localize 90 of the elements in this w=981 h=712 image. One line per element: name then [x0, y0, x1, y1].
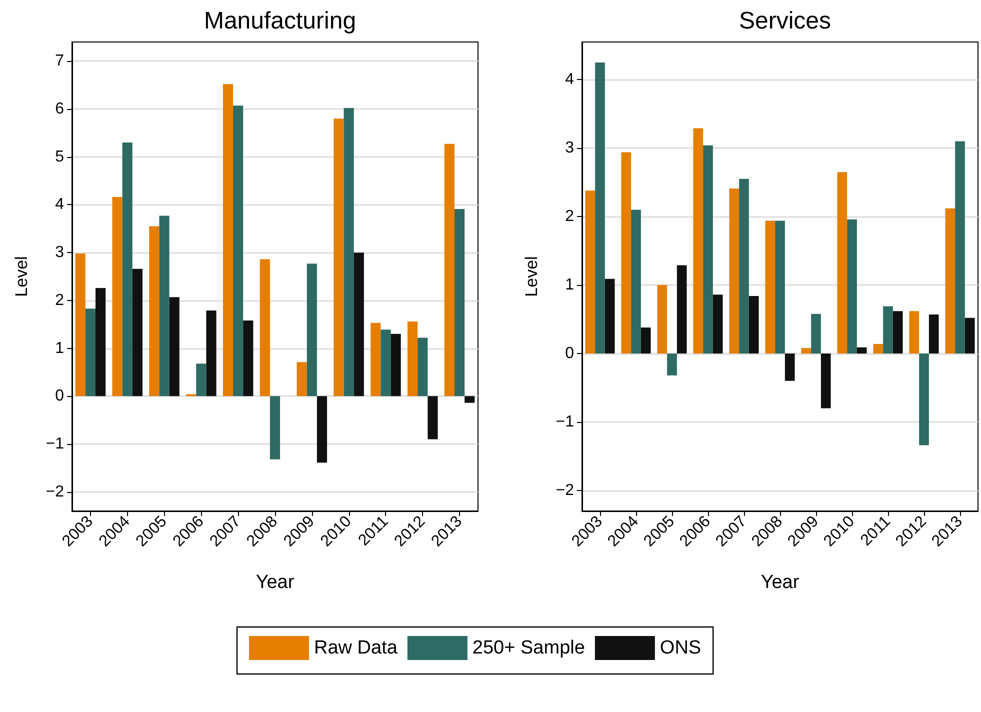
bar [408, 321, 418, 396]
bar [640, 328, 651, 354]
bar [464, 396, 475, 403]
x-axis-title: Year [256, 572, 295, 593]
bar [604, 278, 615, 354]
bar [75, 254, 86, 396]
bar [454, 209, 465, 396]
bar [667, 354, 677, 376]
bar [112, 197, 122, 396]
bar [96, 288, 106, 396]
bar [964, 318, 975, 354]
y-tick-label: 0 [55, 388, 64, 405]
y-axis-title: Level [522, 256, 541, 297]
y-tick-label: 0 [565, 345, 574, 362]
y-tick-label: −1 [46, 436, 64, 452]
bar [712, 294, 723, 354]
bar [159, 216, 170, 396]
y-tick-label: 3 [565, 140, 574, 157]
y-axis-title: Level [12, 256, 31, 297]
y-tick-label: 4 [565, 71, 574, 88]
bar [306, 264, 317, 396]
bar [621, 152, 632, 354]
chart-title: Manufacturing [204, 8, 356, 34]
bar [883, 306, 893, 354]
bar [703, 145, 713, 354]
x-axis-title: Year [760, 572, 800, 593]
bar [748, 296, 759, 354]
chart-title: Services [738, 8, 832, 34]
y-tick-label: 5 [55, 148, 64, 166]
bar [243, 320, 254, 396]
bar [296, 362, 307, 396]
bar [334, 118, 344, 396]
bar [909, 311, 920, 354]
y-tick-label: 1 [565, 276, 574, 294]
bar [784, 354, 795, 381]
bar [892, 311, 903, 354]
bar [122, 142, 132, 396]
bar [222, 84, 234, 396]
bar [919, 354, 929, 446]
bar [444, 144, 454, 396]
legend-label: Raw Data [314, 638, 398, 658]
bar [428, 396, 438, 440]
bar [344, 108, 354, 396]
bar [149, 226, 160, 396]
y-tick-label: −2 [46, 483, 64, 500]
bar [729, 188, 740, 354]
bar [370, 322, 381, 396]
bar [631, 210, 641, 354]
bar [380, 330, 391, 396]
bar [657, 285, 668, 354]
bar [837, 172, 848, 354]
bar [354, 252, 364, 396]
bar [955, 141, 965, 354]
y-tick-label: 2 [565, 208, 574, 226]
bar [739, 178, 749, 354]
bar [928, 314, 939, 354]
bar [585, 190, 596, 354]
bar [233, 106, 244, 396]
bar [206, 310, 216, 396]
y-tick-label: −2 [556, 482, 574, 499]
legend-label: ONS [660, 638, 702, 658]
y-tick-label: 7 [55, 52, 64, 70]
bar [775, 220, 785, 354]
bar [856, 347, 867, 354]
y-tick-label: 1 [55, 340, 64, 357]
bar [270, 396, 280, 460]
bar [945, 208, 956, 354]
y-tick-label: 2 [55, 292, 64, 309]
y-tick-label: 3 [55, 244, 64, 262]
bar [820, 354, 831, 408]
bar [390, 334, 401, 396]
bar [85, 308, 96, 396]
bar [169, 297, 180, 396]
bar [801, 348, 812, 354]
bar [693, 128, 704, 354]
y-tick-label: −1 [556, 413, 574, 430]
y-tick-label: 6 [55, 100, 64, 118]
legend-label: 250+ Sample [472, 638, 585, 658]
bar [811, 314, 821, 354]
bar [196, 364, 206, 396]
bar [847, 219, 857, 354]
bar [676, 265, 687, 354]
bar [260, 259, 270, 396]
bar [765, 220, 776, 354]
bar [595, 62, 605, 354]
bar [418, 338, 428, 396]
bar [316, 396, 328, 463]
bar [873, 344, 884, 354]
y-tick-label: 4 [55, 196, 64, 214]
bar [132, 268, 142, 396]
